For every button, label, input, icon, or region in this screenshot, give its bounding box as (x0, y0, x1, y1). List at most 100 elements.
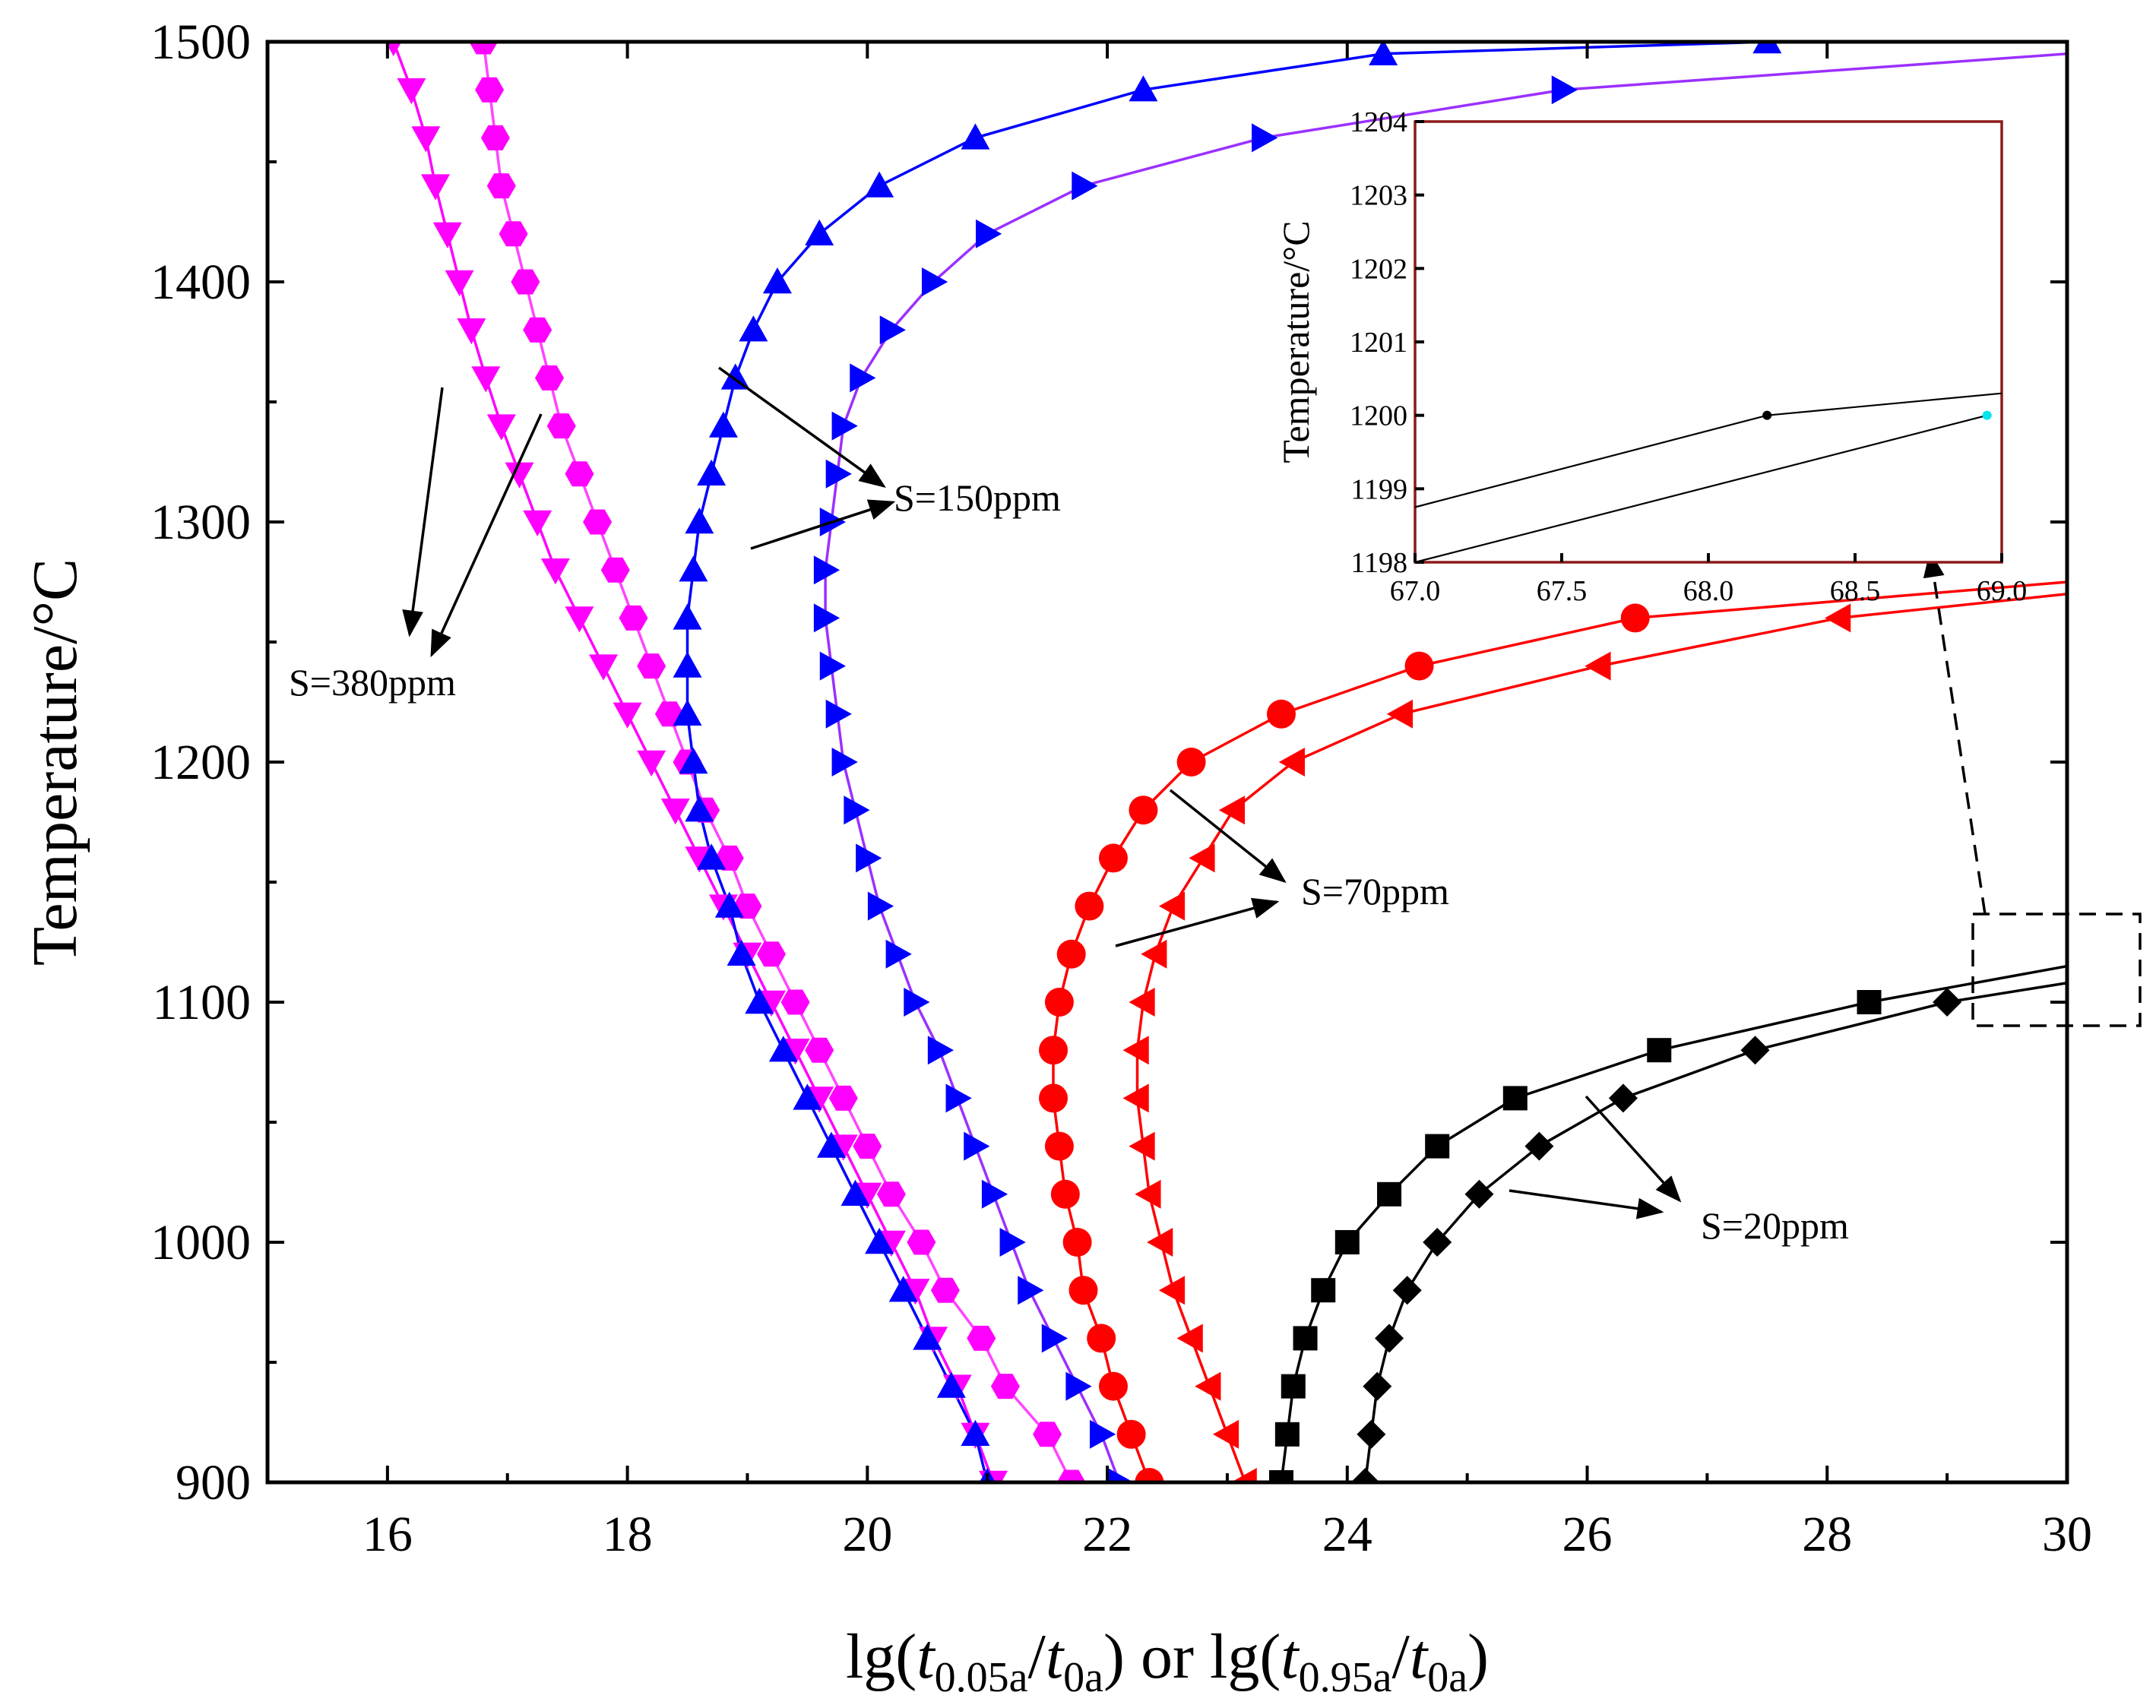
annotation-arrows (402, 366, 1987, 1219)
series-1-marker (511, 269, 540, 295)
y-tick-label: 1000 (150, 1215, 251, 1270)
series-2-marker (961, 123, 990, 150)
annotation-20ppm: S=20ppm (1701, 1204, 1849, 1247)
inset-x-tick-label: 67.5 (1537, 575, 1588, 607)
series-5-marker (1195, 1371, 1221, 1401)
series-2-marker (685, 795, 714, 822)
series-5-marker (1278, 748, 1305, 777)
x-tick-label: 28 (1802, 1507, 1852, 1562)
y-tick-label: 1500 (150, 14, 251, 70)
series-1-marker (853, 1134, 882, 1159)
series-0-marker (445, 270, 474, 296)
series-7-marker (1350, 1468, 1380, 1482)
series-0-marker (660, 799, 690, 825)
series-1-marker (757, 941, 786, 967)
series-3-marker (999, 1228, 1026, 1257)
series-4-marker (1039, 1036, 1069, 1065)
series-5-marker (1158, 891, 1186, 921)
series-1-marker (469, 42, 499, 55)
series-2-marker (1369, 42, 1398, 65)
series-1-marker (499, 221, 528, 247)
series-5-marker (1386, 699, 1414, 729)
series-1-marker (1033, 1422, 1062, 1447)
series-0-marker (523, 510, 552, 536)
series-7-marker (1357, 1419, 1386, 1449)
series-1-marker (907, 1229, 936, 1255)
series-4-marker (1062, 1228, 1092, 1257)
main-markers (385, 42, 1962, 1482)
inset-y-tick-label: 1203 (1350, 180, 1407, 212)
series-4-marker (1056, 939, 1086, 969)
series-6-marker (1425, 1134, 1450, 1159)
series-5-marker (1135, 1179, 1161, 1209)
inset-line-1 (1414, 414, 1987, 564)
series-2-marker (913, 1324, 942, 1350)
series-4-marker (1044, 988, 1074, 1017)
series-3-marker (921, 267, 948, 296)
series-3-marker (850, 363, 876, 393)
main-plot: 16 18 20 22 24 26 28 30 900 1000 1100 1200 1300 1400 1… (20, 14, 2142, 1701)
inset-x-tick-label: 68.0 (1683, 575, 1734, 607)
arrow-150-a (717, 366, 886, 489)
series-5-marker (1189, 843, 1215, 873)
series-2-marker (805, 219, 834, 245)
series-3-marker (1107, 1468, 1134, 1482)
series-1-marker (805, 1037, 834, 1063)
arrow-70-a (1169, 789, 1287, 884)
inset-frame (1414, 120, 2003, 564)
series-7-marker (1608, 1083, 1638, 1113)
y-axis-label: Temperature/°C (20, 558, 90, 966)
series-2-marker (685, 508, 714, 534)
series-6-marker (1857, 990, 1882, 1014)
inset-ticks: 67.0 67.5 68.0 68.5 69.0 1198 1199 1200 1201 1202… (1350, 106, 2027, 607)
series-7-marker (1464, 1179, 1494, 1209)
series-5-marker (1158, 1276, 1186, 1305)
series-4-marker (1069, 1276, 1098, 1305)
series-2-marker (714, 891, 744, 918)
series-2-marker (865, 1228, 894, 1254)
arrow-70-b (1115, 897, 1280, 947)
annotation-70ppm: S=70ppm (1301, 870, 1449, 913)
arrow-inset (1923, 550, 1987, 915)
series-0-marker (471, 366, 501, 393)
series-2-marker (673, 651, 702, 678)
series-4-marker (1266, 699, 1296, 729)
series-0-marker (411, 126, 441, 153)
series-4-marker (1116, 1419, 1146, 1449)
series-6-marker (1268, 1470, 1293, 1482)
x-tick-label: 18 (603, 1507, 653, 1562)
series-2-marker (679, 748, 708, 774)
series-6-marker (1647, 1038, 1672, 1063)
inset-curves (1414, 392, 2002, 564)
series-1-marker (523, 317, 552, 343)
annotation-380ppm: S=380ppm (289, 661, 456, 704)
series-5-marker (1230, 1468, 1257, 1482)
series-0-marker (540, 558, 570, 585)
series-3-marker (819, 651, 846, 681)
series-6-marker (1502, 1086, 1528, 1111)
series-3-marker (927, 1036, 955, 1065)
series-4-marker (1044, 1131, 1074, 1161)
inset-y-tick-label: 1202 (1350, 253, 1407, 285)
series-7-marker (1740, 1036, 1770, 1065)
series-0-marker (565, 606, 594, 633)
series-6-marker (1334, 1230, 1360, 1254)
series-4-marker (1098, 1371, 1128, 1401)
series-3-marker (981, 1179, 1008, 1209)
series-1-marker (990, 1374, 1020, 1400)
y-tick-label: 900 (176, 1455, 251, 1510)
series-0-marker (385, 42, 402, 56)
series-3-marker (1065, 1371, 1092, 1401)
x-tick-label: 24 (1322, 1507, 1372, 1562)
series-0-marker (589, 654, 619, 681)
inset-marker-0 (1762, 410, 1772, 420)
arrow-380-b (430, 413, 543, 658)
series-0-marker (637, 750, 666, 777)
series-5-marker (1218, 795, 1246, 825)
inset-x-tick-label: 69.0 (1977, 575, 2028, 607)
y-tick-label: 1300 (150, 495, 251, 550)
x-tick-label: 16 (362, 1507, 413, 1562)
plot-area-frame (265, 40, 2069, 1485)
series-2-marker (1752, 42, 1782, 54)
series-6-marker (1281, 1374, 1306, 1399)
